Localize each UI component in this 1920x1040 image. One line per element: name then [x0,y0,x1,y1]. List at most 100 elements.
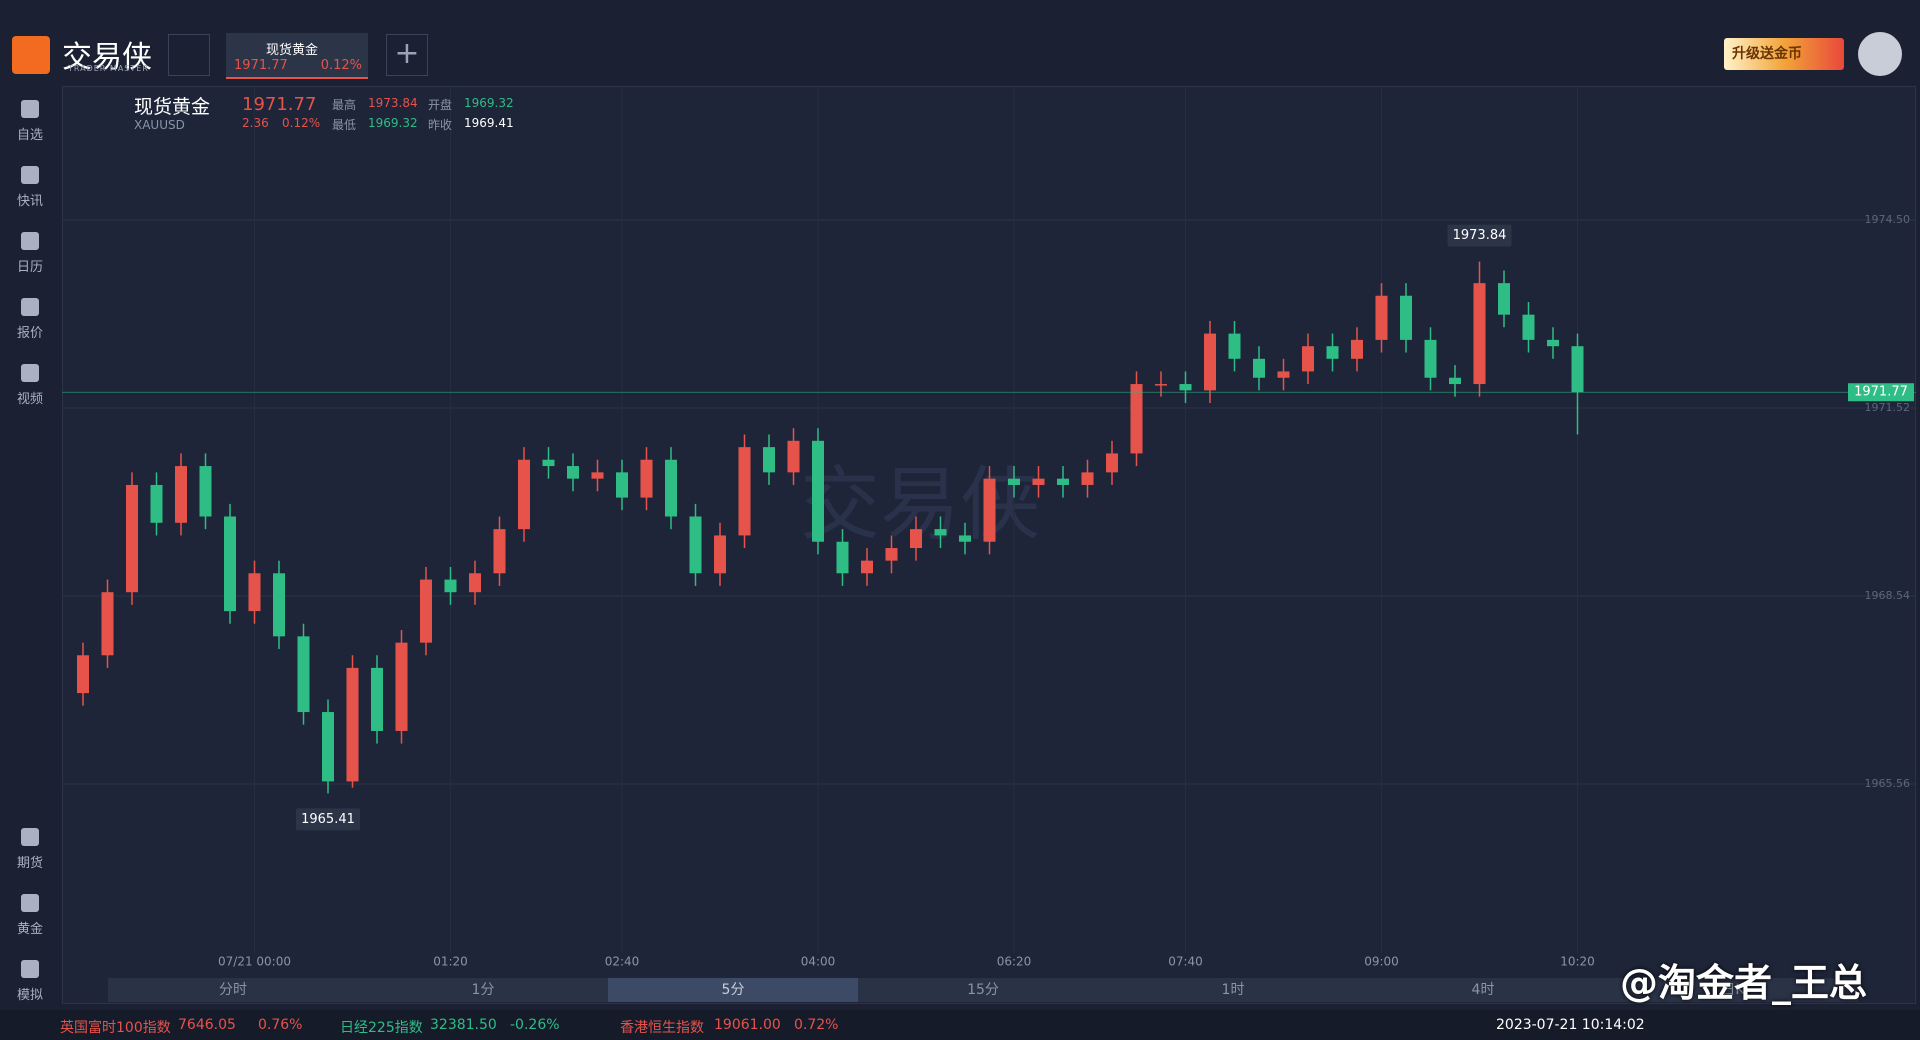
price-tag [1848,383,1914,402]
candle-body [1130,384,1143,454]
index-name: 英国富时100指数 [60,1020,171,1036]
timeframe-tab[interactable]: 日K [1721,982,1745,998]
candle-body [1522,314,1535,340]
index-value: 19061.00 [714,1017,781,1033]
candle-body [763,447,775,473]
candle-body [1106,453,1118,473]
candle-body [787,440,800,473]
x-tick-label: 07:40 [1168,955,1203,969]
sidebar-item[interactable]: 日历 [0,232,60,275]
index-name: 日经225指数 [340,1020,423,1036]
candle-body [959,535,971,542]
low-value: 1969.32 [368,116,418,130]
y-tick-label: 1968.54 [1865,589,1911,602]
x-tick-label: 07/21 00:00 [218,955,291,969]
candle-body [371,667,383,731]
sidebar-item[interactable]: 报价 [0,298,60,341]
high-annotation-box [1447,224,1512,247]
candle-body [1424,339,1437,378]
candle-body [1204,333,1216,391]
candle-body [616,472,628,498]
y-tick-label: 1971.52 [1865,401,1911,414]
add-button[interactable]: + [386,34,428,76]
sidebar-label: 自选 [16,128,43,143]
y-tick-label: 1974.50 [1865,213,1911,226]
candle-body [346,667,359,782]
index-value: 32381.50 [430,1017,497,1033]
candle-body [297,636,310,713]
open-label: 开盘 [428,98,453,112]
layout-button[interactable] [168,34,210,76]
candle-body [126,484,138,593]
y-tick-label: 1965.56 [1865,777,1911,790]
prev-label: 昨收 [428,118,453,132]
candle-body [591,472,604,479]
footer: 英国富时100指数 7646.05 0.76% 日经225指数 32381.50… [0,1010,1920,1040]
sidebar-item[interactable]: 模拟 [0,960,60,1003]
candle-body [1081,472,1094,485]
candle-body [518,459,530,530]
candle-body [1228,333,1241,359]
sidebar-label: 报价 [16,326,43,341]
candle-body [1302,346,1314,372]
sidebar: 自选 快讯 日历 报价 视频 期货 黄金 模拟 [0,86,60,1006]
x-tick-label: 02:40 [605,955,640,969]
tab-name: 现货黄金 [266,43,319,58]
datetime: 2023-07-21 10:14:02 [1496,1017,1645,1033]
avatar[interactable] [1858,32,1902,76]
candle-body [812,440,824,542]
timeframe-tab[interactable]: 15分 [967,982,999,998]
index-change: 0.72% [794,1017,839,1033]
low-annotation: 1965.41 [301,812,355,827]
quote-price: 1971.77 [242,94,317,115]
symbol-tab[interactable]: 现货黄金 1971.77 0.12% [226,33,368,79]
tab-change: 0.12% [320,58,362,73]
quote-symbol: XAUUSD [134,118,185,132]
candle-body [469,573,481,593]
index-change: -0.26% [510,1017,560,1033]
candle-body [224,516,236,612]
sidebar-item[interactable]: 快讯 [0,166,60,209]
sidebar-item[interactable]: 黄金 [0,894,60,937]
sidebar-label: 模拟 [16,988,43,1003]
sidebar-item[interactable]: 期货 [0,828,60,871]
sidebar-item[interactable]: 视频 [0,364,60,407]
sidebar-item[interactable]: 自选 [0,100,60,143]
timeframe-bar: 分时 1分 5分 15分 1时 4时 日K [108,978,1858,1002]
sidebar-label: 日历 [16,260,43,275]
overlay-watermark: @淘金者_王总 [1620,961,1868,1005]
candle-body [934,529,947,536]
index-name: 香港恒生指数 [620,1020,704,1036]
logo [12,36,50,74]
timeframe-tab[interactable]: 5分 [608,978,858,1002]
banner[interactable]: 升级送金币 [1724,38,1844,70]
candle-body [101,592,114,656]
quote-change: 2.36 [242,116,269,130]
x-tick-label: 04:00 [801,955,836,969]
top-bar: 交易侠 TRADER MASTER 现货黄金 1971.77 0.12% + 升… [0,0,1920,86]
open-value: 1969.32 [464,96,514,110]
timeframe-tab[interactable]: 1分 [471,982,495,998]
timeframe-tab[interactable]: 4时 [1471,982,1495,998]
timeframe-tab[interactable]: 分时 [219,982,247,998]
timeframe-tab[interactable]: 1时 [1221,982,1245,998]
high-annotation: 1973.84 [1453,228,1507,243]
candle-body [836,541,849,574]
sidebar-label: 期货 [16,856,43,871]
candle-body [1547,339,1559,347]
candle-body [738,447,751,536]
candle-body [1253,358,1265,378]
quote-change-pct: 0.12% [282,116,321,130]
candle-body [1032,478,1045,485]
high-label: 最高 [332,98,357,112]
candle-body [248,573,261,612]
candle-body [689,516,702,574]
app-subtitle: TRADER MASTER [68,64,149,73]
candle-body [1400,295,1412,340]
candle-body [1179,384,1192,391]
quote-name: 现货黄金 [134,96,211,118]
candle-body [273,573,285,637]
